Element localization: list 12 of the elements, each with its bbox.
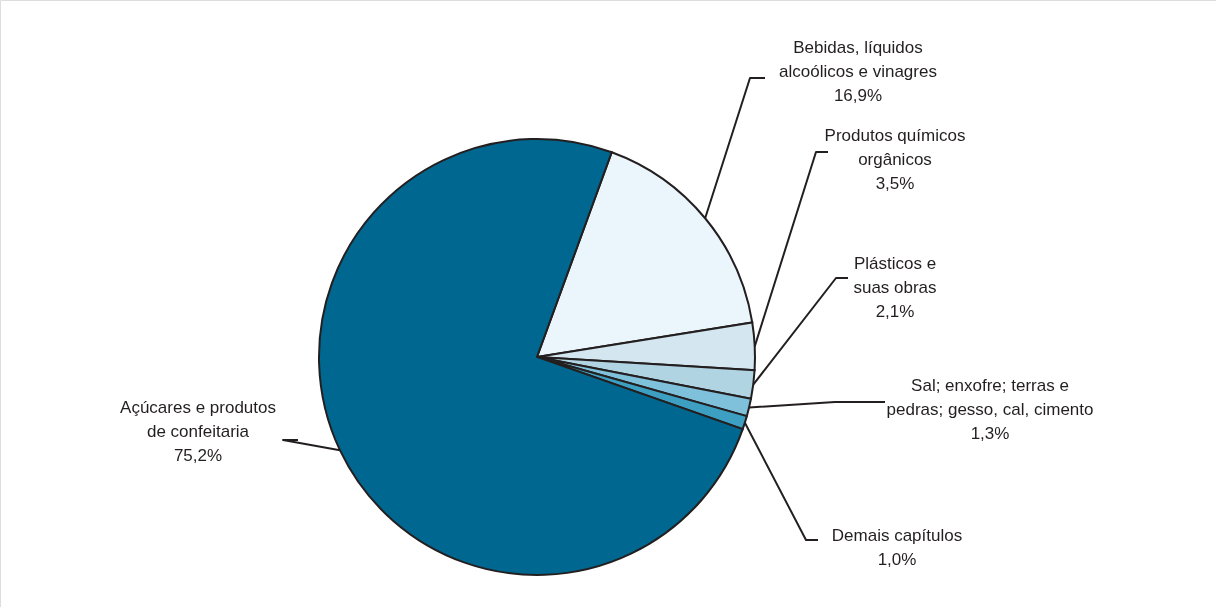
slice-label: Demais capítulos — [831, 526, 963, 545]
data-label: 75,2% — [173, 446, 223, 465]
slice-label: Bebidas, líquidos alcoólicos e vinagres — [779, 38, 937, 81]
slice-label: Produtos químicos orgânicos — [824, 126, 966, 169]
data-label: 1,0% — [877, 550, 917, 569]
slice-label: Plásticos e suas obras — [853, 254, 937, 297]
data-label: 2,1% — [875, 302, 915, 321]
data-label: 3,5% — [875, 174, 915, 193]
data-label: 1,3% — [970, 424, 1010, 443]
data-label: 16,9% — [833, 86, 883, 105]
slice-label: Sal; enxofre; terras e pedras; gesso, cal, cimento — [886, 376, 1094, 419]
slice-label: Açúcares e produtos de confeitaria — [120, 398, 276, 441]
